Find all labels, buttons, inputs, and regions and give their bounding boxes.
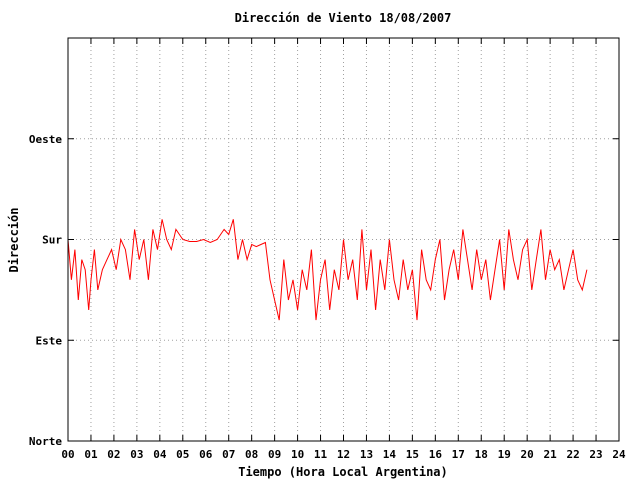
x-tick-label: 02 bbox=[107, 448, 120, 461]
chart-title: Dirección de Viento 18/08/2007 bbox=[235, 11, 452, 25]
x-tick-label: 22 bbox=[566, 448, 579, 461]
y-tick-label: Norte bbox=[29, 435, 62, 448]
x-tick-label: 01 bbox=[84, 448, 98, 461]
x-tick-label: 20 bbox=[521, 448, 534, 461]
tick-layer: 00 01 02 03 04 05 06 07 08 09 10 11 12 13 14 15 16 17 18 19… bbox=[29, 38, 626, 461]
series-line-0 bbox=[67, 219, 588, 321]
x-tick-label: 05 bbox=[176, 448, 189, 461]
x-tick-label: 06 bbox=[199, 448, 213, 461]
x-tick-label: 24 bbox=[612, 448, 626, 461]
y-axis-label: Dirección bbox=[7, 207, 21, 272]
x-tick-label: 14 bbox=[383, 448, 397, 461]
x-tick-label: 12 bbox=[337, 448, 350, 461]
x-tick-label: 13 bbox=[360, 448, 373, 461]
y-tick-label: Sur bbox=[42, 234, 62, 247]
series-layer bbox=[67, 219, 588, 321]
x-tick-label: 04 bbox=[153, 448, 167, 461]
y-tick-label: Oeste bbox=[29, 133, 62, 146]
x-tick-label: 16 bbox=[429, 448, 443, 461]
x-tick-label: 18 bbox=[475, 448, 488, 461]
x-tick-label: 03 bbox=[130, 448, 143, 461]
x-tick-label: 11 bbox=[314, 448, 328, 461]
x-tick-label: 09 bbox=[268, 448, 281, 461]
x-tick-label: 23 bbox=[589, 448, 602, 461]
x-tick-label: 00 bbox=[61, 448, 74, 461]
x-tick-label: 08 bbox=[245, 448, 258, 461]
x-tick-label: 15 bbox=[406, 448, 419, 461]
x-axis-label: Tiempo (Hora Local Argentina) bbox=[238, 465, 448, 479]
x-tick-label: 19 bbox=[498, 448, 511, 461]
x-tick-label: 17 bbox=[452, 448, 465, 461]
x-tick-label: 10 bbox=[291, 448, 304, 461]
y-tick-label: Este bbox=[36, 334, 63, 347]
x-tick-label: 21 bbox=[544, 448, 558, 461]
x-tick-label: 07 bbox=[222, 448, 235, 461]
